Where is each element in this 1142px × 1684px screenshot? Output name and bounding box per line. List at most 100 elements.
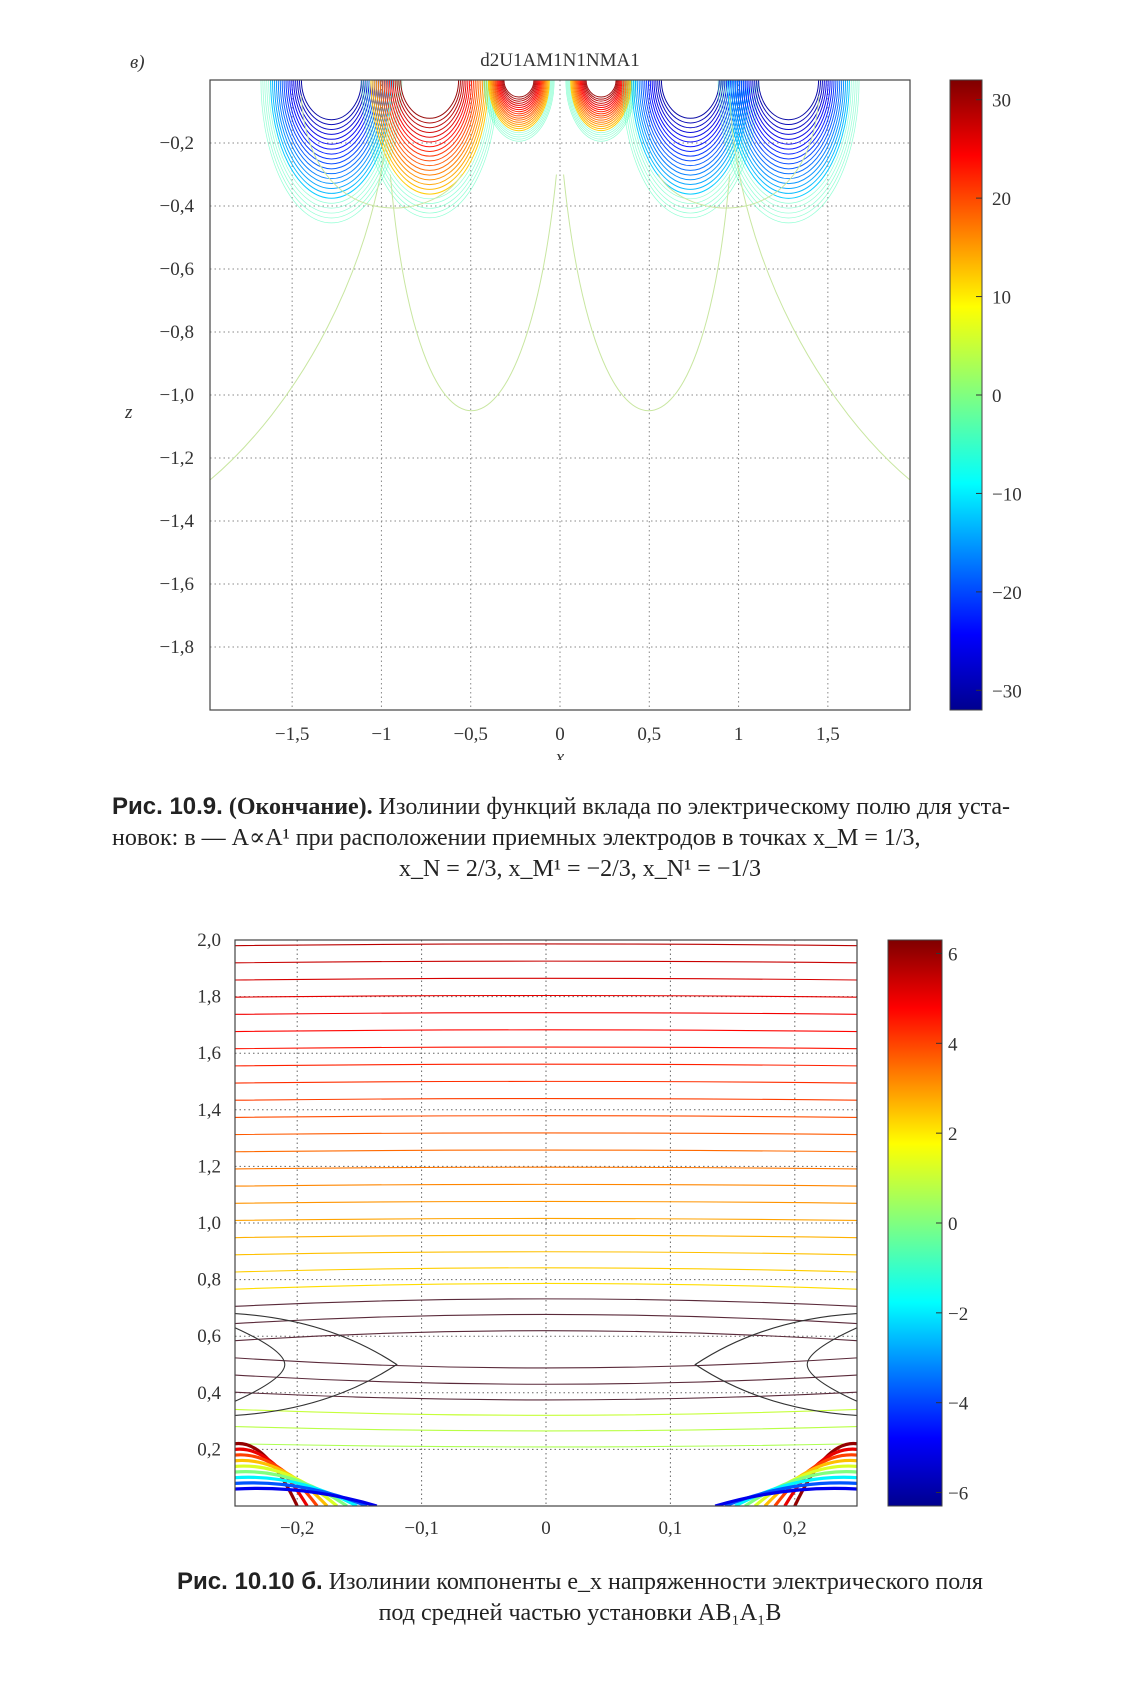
contour-line-a-lobe5 xyxy=(738,80,839,170)
y-tick-label-b: 1,2 xyxy=(197,1156,221,1177)
y-tick-label-b: 0,6 xyxy=(197,1326,221,1347)
contour-line-b xyxy=(235,960,857,964)
contour-line-a-lobe5 xyxy=(748,80,829,145)
contour-line-a-lobe2 xyxy=(488,80,550,131)
contour-line-a-lobe0 xyxy=(273,80,389,189)
contour-line-a-lobe0 xyxy=(293,80,370,140)
colorbar-tick-label-a: −10 xyxy=(992,484,1022,505)
figure-b-colorbar xyxy=(887,939,943,1507)
caption-b-label: Рис. 10.10 б. xyxy=(177,1568,323,1595)
contour-line-a-lobe2 xyxy=(499,80,539,106)
figure-a-colorbar-ticks: 30 20 10 0 −10 −20 −30 xyxy=(976,91,1022,702)
x-tick-label-b: −0,1 xyxy=(404,1518,438,1539)
figure-a-contour-plot: в) d2U1AM1N1NMA1 −1,5 −1 −0,5 0 0,5 1 1,5 −0,2… xyxy=(124,50,1022,760)
colorbar-tick-label-b: −2 xyxy=(948,1304,968,1325)
contour-line-b xyxy=(235,1063,857,1067)
contour-line-a-lobe5 xyxy=(734,80,843,179)
colorbar-tick-label-b: 0 xyxy=(948,1214,958,1235)
contour-line-b xyxy=(235,1166,857,1170)
contour-band-b-right xyxy=(734,1475,857,1506)
contour-line-a-lobe2 xyxy=(488,80,549,130)
contour-line-a-lobe2 xyxy=(492,80,546,121)
y-tick-label-b: 0,2 xyxy=(197,1439,221,1460)
contour-band-b-left xyxy=(235,1475,358,1506)
contour-line-a-lobe4 xyxy=(660,80,720,119)
contour-line-b xyxy=(235,1200,857,1204)
contour-line-a-lobe5 xyxy=(742,80,835,160)
contour-line-b xyxy=(235,1267,857,1273)
contour-loop-b xyxy=(694,1313,857,1416)
panel-letter-v: в) xyxy=(130,52,145,73)
contour-line-b xyxy=(235,977,857,981)
y-tick-label-a: −1,0 xyxy=(160,385,194,406)
contour-line-a-lobe3 xyxy=(571,80,632,130)
figure-b-colorbar-ticks: 6 4 2 0 −2 −4 −6 xyxy=(936,944,969,1505)
contour-line-a-lobe0 xyxy=(281,80,382,170)
contour-line-b xyxy=(235,1391,857,1401)
x-tick-label-b: 0,2 xyxy=(783,1518,807,1539)
contour-band-b-left xyxy=(235,1486,378,1506)
contour-line-a-lobe1 xyxy=(392,80,467,138)
colorbar-tick-label-a: −20 xyxy=(992,583,1022,604)
contour-line-b xyxy=(235,1046,857,1050)
contour-line-a-lobe4 xyxy=(640,80,741,171)
y-tick-label-a: −0,6 xyxy=(160,259,194,280)
colorbar-tick-label-a: 30 xyxy=(992,91,1011,112)
x-tick-label-a: −1,5 xyxy=(275,724,309,745)
contour-band-b-left xyxy=(235,1464,339,1506)
contour-line-a-lobe5 xyxy=(729,80,848,194)
x-tick-label-a: 1,5 xyxy=(816,724,840,745)
contour-line-a-lobe5 xyxy=(752,80,825,135)
contour-line-b xyxy=(235,943,857,947)
contour-loop-b xyxy=(235,1327,286,1402)
contour-line-a-lobe0 xyxy=(285,80,378,160)
figure-b-y-ticks: 2,0 1,8 1,6 1,4 1,2 1,0 0,8 0,6 0,4 0,2 xyxy=(197,930,221,1460)
contour-line-a-lobe0 xyxy=(262,80,401,219)
contour-band-b-right xyxy=(744,1470,857,1506)
figure-a-frame xyxy=(209,79,911,711)
contour-line-a-lobe2 xyxy=(502,80,536,100)
y-tick-label-a: −0,8 xyxy=(160,322,194,343)
figure-a-grid xyxy=(210,80,910,710)
contour-line-b xyxy=(235,1443,857,1448)
contour-line-b xyxy=(235,1012,857,1015)
contour-line-a-lobe5 xyxy=(733,80,845,184)
contour-line-a-long xyxy=(389,174,557,412)
contour-line-a-lobe4 xyxy=(651,80,730,143)
colorbar-tick-label-b: 2 xyxy=(948,1124,958,1145)
contour-band-b-left xyxy=(235,1458,329,1506)
contour-line-a-lobe2 xyxy=(495,80,543,115)
figure-a-y-ticks: −0,2 −0,4 −0,6 −0,8 −1,0 −1,2 −1,4 −1,6 −1,8 xyxy=(160,133,195,658)
contour-line-b xyxy=(235,1115,857,1118)
figure-b-frame xyxy=(234,939,858,1507)
caption-a-line1: Изолинии функций вклада по электрическом… xyxy=(378,794,1011,820)
contour-line-a-lobe4 xyxy=(657,80,724,129)
contour-line-a-long xyxy=(657,95,820,209)
contour-line-a-lobe4 xyxy=(649,80,731,148)
contour-line-b xyxy=(235,1313,857,1325)
contour-line-a-lobe1 xyxy=(368,80,491,200)
contour-line-a-long xyxy=(729,95,910,481)
contour-line-a-lobe1 xyxy=(370,80,489,195)
x-tick-label-a: 0 xyxy=(555,724,565,745)
contour-line-a-lobe2 xyxy=(483,80,555,142)
contour-line-a-lobe0 xyxy=(299,80,364,125)
caption-a-note: (Окончание). xyxy=(228,794,373,820)
figure-b-contours xyxy=(235,943,857,1506)
contour-line-a-lobe1 xyxy=(365,80,495,209)
contour-line-a-lobe5 xyxy=(727,80,850,199)
contour-loop-b xyxy=(235,1313,398,1416)
contour-line-a-long xyxy=(300,95,463,209)
contour-line-a-lobe1 xyxy=(372,80,487,190)
colorbar-tick-label-b: 4 xyxy=(948,1034,958,1055)
contour-line-a-lobe1 xyxy=(398,80,461,124)
contour-line-a-lobe4 xyxy=(625,80,755,209)
contour-line-a-lobe3 xyxy=(578,80,624,113)
contour-line-a-lobe5 xyxy=(717,80,860,224)
contour-line-a-lobe5 xyxy=(744,80,833,155)
caption-fig-10-10b: Рис. 10.10 б. Изолинии компоненты e_x на… xyxy=(112,1566,1048,1629)
contour-line-a-lobe2 xyxy=(485,80,553,138)
colorbar-tick-label-a: 10 xyxy=(992,288,1011,309)
contour-line-a-lobe1 xyxy=(377,80,482,176)
